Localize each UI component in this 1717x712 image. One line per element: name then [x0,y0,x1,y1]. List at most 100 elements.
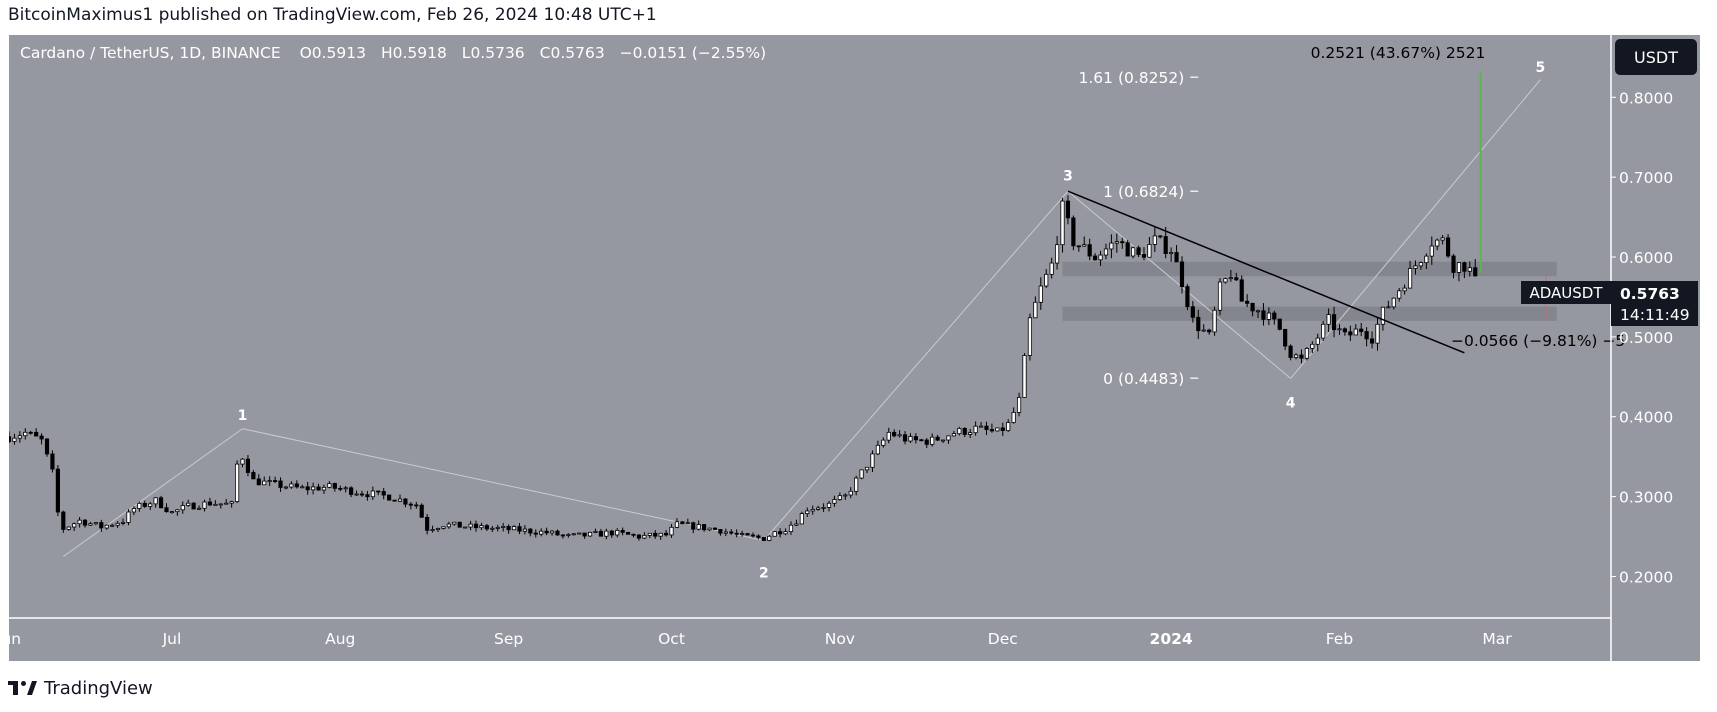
candle[interactable] [99,519,104,532]
candle[interactable] [924,438,929,449]
candle[interactable] [875,440,880,456]
candle[interactable] [1402,284,1407,295]
candle[interactable] [892,429,897,438]
candle[interactable] [1207,328,1212,335]
candle[interactable] [528,528,533,537]
candle[interactable] [82,519,88,528]
candle[interactable] [1223,277,1228,284]
candle[interactable] [658,532,663,540]
candle[interactable] [810,505,815,515]
candle[interactable] [745,532,750,536]
candle[interactable] [376,490,381,496]
candle[interactable] [169,510,174,514]
candle[interactable] [1098,250,1103,266]
candle[interactable] [729,529,734,535]
candle[interactable] [1093,253,1098,261]
candle[interactable] [1016,392,1022,417]
candle[interactable] [984,421,989,435]
candle[interactable] [1473,259,1478,277]
candle[interactable] [1266,307,1271,326]
candle[interactable] [153,497,158,508]
candle[interactable] [131,506,136,516]
candle[interactable] [897,430,902,438]
candle[interactable] [778,528,783,538]
candle[interactable] [1163,226,1168,259]
candle[interactable] [566,533,571,538]
candle[interactable] [61,510,66,533]
candle[interactable] [218,503,223,509]
candle[interactable] [691,521,696,534]
candle[interactable] [1391,297,1396,310]
candle[interactable] [881,437,886,448]
candle[interactable] [245,455,251,477]
candle[interactable] [854,475,859,496]
tradingview-logo[interactable]: TradingView [8,676,153,700]
candle[interactable] [1217,278,1223,316]
candle[interactable] [1424,253,1429,270]
candle[interactable] [1440,235,1445,245]
candle[interactable] [1462,261,1467,279]
candle[interactable] [723,528,728,537]
candle[interactable] [636,534,642,541]
candle[interactable] [88,521,93,527]
candle[interactable] [750,532,756,538]
price-chart[interactable]: Cardano / TetherUS, 1D, BINANCE O0.5913 … [0,35,1700,661]
candle[interactable] [615,528,620,538]
candle[interactable] [571,533,576,536]
candle[interactable] [587,531,593,537]
candle[interactable] [110,523,115,528]
candle[interactable] [1277,318,1282,331]
candle[interactable] [332,482,337,492]
candle[interactable] [1071,215,1076,251]
candle[interactable] [1131,246,1136,259]
candle[interactable] [1407,260,1413,289]
candle[interactable] [702,524,707,532]
candle[interactable] [1342,327,1347,336]
candle[interactable] [338,485,343,492]
candle[interactable] [642,532,647,540]
price-axis[interactable]: 0.8000 0.7000 0.6000 0.5000 0.4000 0.3000 0.20… [1611,89,1673,586]
candle[interactable] [940,439,946,444]
candle[interactable] [12,433,17,445]
candle[interactable] [191,502,196,510]
candle[interactable] [1006,419,1011,433]
candle[interactable] [77,517,82,528]
candle[interactable] [696,520,701,531]
candle[interactable] [1082,236,1087,247]
candle[interactable] [816,505,821,511]
candle[interactable] [1228,269,1233,282]
candle[interactable] [1190,301,1195,323]
candle[interactable] [359,490,365,497]
currency-button[interactable]: USDT [1615,39,1697,75]
candle[interactable] [224,498,229,505]
candle[interactable] [1179,256,1185,294]
candle[interactable] [794,519,799,527]
candle[interactable] [826,500,832,512]
candle[interactable] [740,530,745,537]
candle[interactable] [1467,261,1472,277]
candle[interactable] [137,501,142,512]
candle[interactable] [1114,233,1119,253]
candle[interactable] [50,450,55,473]
candle[interactable] [653,530,658,539]
candle[interactable] [886,427,891,444]
candle[interactable] [93,522,98,526]
candle[interactable] [669,524,674,538]
candle[interactable] [28,430,33,435]
candle[interactable] [1049,257,1054,279]
candle[interactable] [490,525,495,532]
candle[interactable] [115,521,120,528]
candle[interactable] [349,486,354,498]
candle[interactable] [772,531,777,537]
candle[interactable] [1033,296,1038,319]
candle[interactable] [620,527,625,536]
candle[interactable] [142,500,147,509]
candle[interactable] [305,481,310,495]
candles[interactable] [6,195,1478,542]
candle[interactable] [995,427,1000,432]
candle[interactable] [968,428,973,438]
candle[interactable] [1272,310,1277,325]
candle[interactable] [104,524,109,530]
candle[interactable] [1201,324,1206,333]
candle[interactable] [229,500,234,508]
